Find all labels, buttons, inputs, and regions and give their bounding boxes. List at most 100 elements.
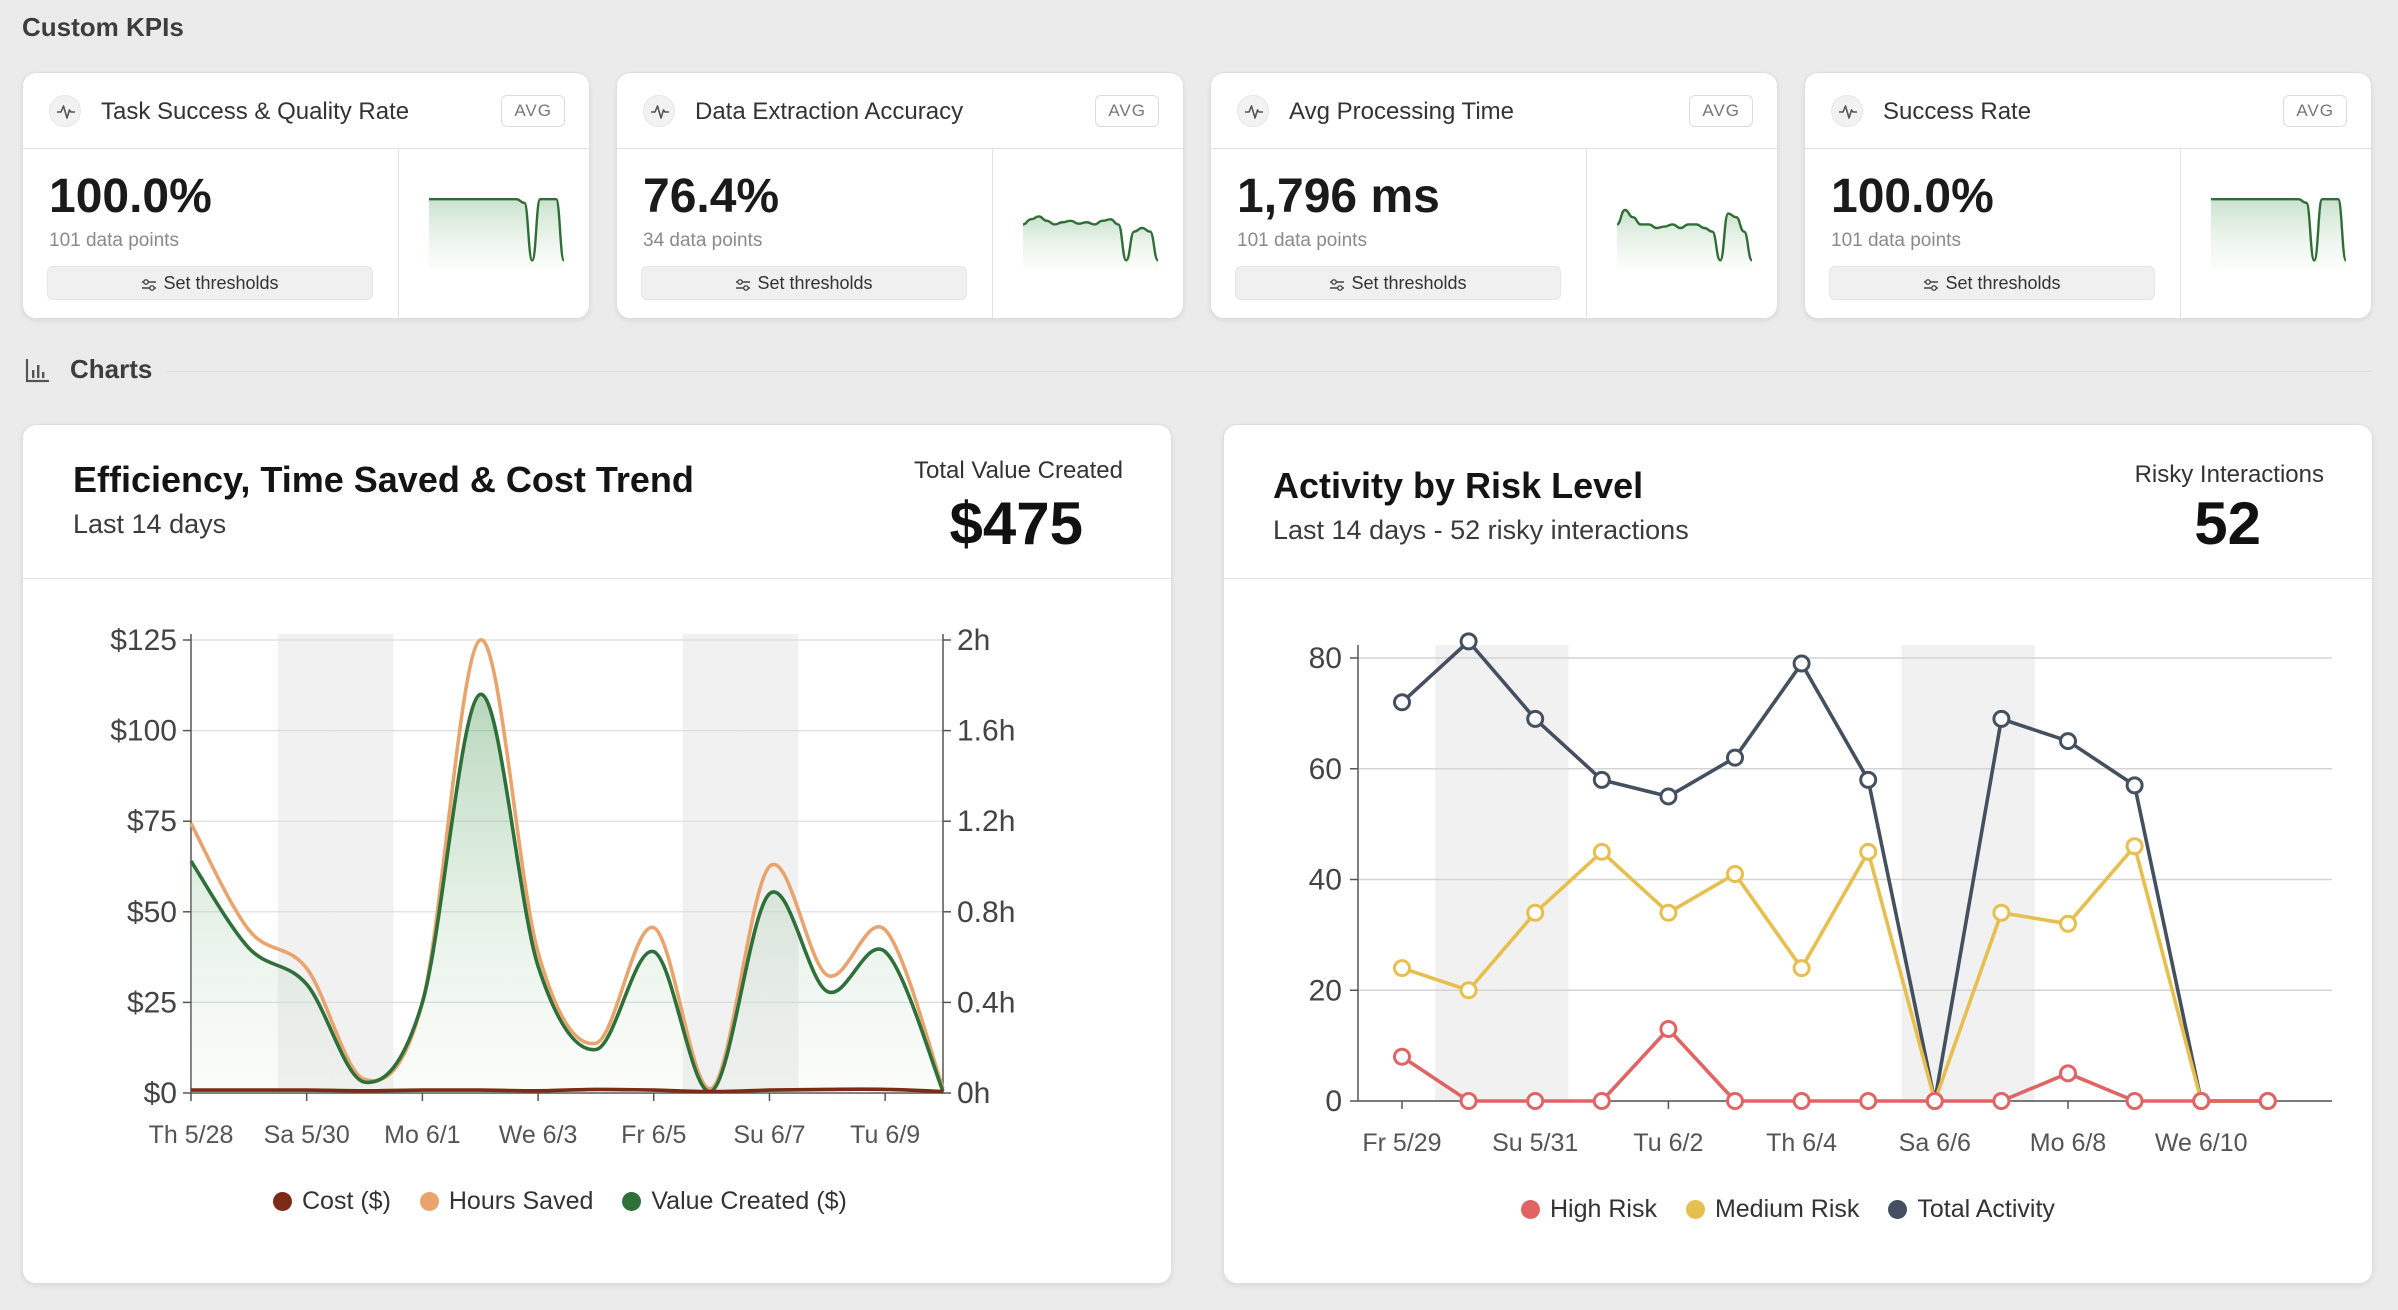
sliders-icon xyxy=(1330,279,1345,291)
kpi-card[interactable]: Avg Processing Time AVG 1,796 ms 101 dat… xyxy=(1210,72,1778,319)
kpi-value: 1,796 ms xyxy=(1237,170,1440,223)
kpi-sparkline xyxy=(429,198,565,268)
chart-subtitle: Last 14 days xyxy=(73,509,227,539)
legend-value-created[interactable]: Value Created ($) xyxy=(622,1187,847,1216)
sliders-icon xyxy=(142,279,157,291)
legend-hours-saved-label: Hours Saved xyxy=(448,1187,594,1215)
y-right-tick-label: 0h xyxy=(957,1077,990,1110)
set-thresholds-button[interactable]: Set thresholds xyxy=(1829,266,2155,300)
kpi-card[interactable]: Task Success & Quality Rate AVG 100.0% 1… xyxy=(22,72,590,319)
total-activity-point xyxy=(1992,709,2011,728)
total-activity-point xyxy=(2059,732,2077,751)
high-risk-point xyxy=(2192,1092,2211,1110)
kpi-sparkline xyxy=(1023,215,1159,268)
kpi-value: 100.0% xyxy=(1831,170,1994,223)
total-activity-point xyxy=(1393,693,1411,712)
kpi-name: Avg Processing Time xyxy=(1289,98,1514,125)
avg-badge[interactable]: AVG xyxy=(501,95,565,127)
chart-card-header: Efficiency, Time Saved & Cost Trend Last… xyxy=(23,425,1171,579)
set-thresholds-button[interactable]: Set thresholds xyxy=(47,266,373,300)
total-activity-point xyxy=(1659,787,1678,806)
chart-legend: Cost ($) Hours Saved Value Created ($) xyxy=(273,1187,869,1216)
x-tick-label: Th 6/4 xyxy=(1766,1129,1837,1157)
total-activity-line xyxy=(1400,639,2268,1103)
kpi-sparkline xyxy=(2211,198,2347,268)
sparkline-line xyxy=(2211,198,2347,262)
weekend-band xyxy=(1435,645,1502,1101)
medium-risk-point xyxy=(1859,842,1878,861)
x-tick-label: We 6/10 xyxy=(2155,1129,2248,1157)
total-value-label: Total Value Created xyxy=(913,457,1123,484)
x-tick-label: Su 6/7 xyxy=(733,1121,805,1149)
kpi-value-panel: 100.0% 101 data points Set thresholds xyxy=(1805,149,2181,318)
total-activity-point xyxy=(1726,748,1744,767)
legend-medium-risk[interactable]: Medium Risk xyxy=(1685,1195,1860,1224)
weekend-band xyxy=(335,634,394,1093)
value-created-line xyxy=(189,692,945,1094)
kpi-name: Task Success & Quality Rate xyxy=(101,98,410,125)
y-right-tick-label: 1.2h xyxy=(957,805,1015,838)
set-thresholds-button[interactable]: Set thresholds xyxy=(1235,266,1561,300)
high-risk-swatch xyxy=(1521,1200,1540,1219)
x-tick-label: Sa 5/30 xyxy=(264,1121,350,1149)
y-left-tick-label: $75 xyxy=(127,805,177,838)
kpi-data-points: 101 data points xyxy=(49,230,179,251)
kpi-data-points: 101 data points xyxy=(1831,230,1961,251)
kpi-card[interactable]: Data Extraction Accuracy AVG 76.4% 34 da… xyxy=(616,72,1184,319)
bar-chart-icon xyxy=(25,359,49,383)
y-right-tick-label: 0.4h xyxy=(957,986,1015,1019)
hours-saved-swatch xyxy=(419,1192,439,1211)
legend-cost[interactable]: Cost ($) xyxy=(273,1187,391,1216)
set-thresholds-button[interactable]: Set thresholds xyxy=(641,266,967,300)
medium-risk-point xyxy=(2059,914,2077,933)
y-left-tick-label: $25 xyxy=(127,986,177,1019)
total-value-amount: $475 xyxy=(949,490,1083,557)
total-activity-point xyxy=(1859,770,1878,789)
high-risk-line xyxy=(1401,1027,2268,1103)
y-right-tick-label: 1.6h xyxy=(957,715,1015,748)
avg-badge[interactable]: AVG xyxy=(2283,95,2347,127)
sparkline-line xyxy=(1617,208,1753,262)
x-tick-label: Tu 6/9 xyxy=(850,1121,920,1149)
efficiency-chart-card: Efficiency, Time Saved & Cost Trend Last… xyxy=(22,424,1172,1284)
legend-high-risk[interactable]: High Risk xyxy=(1521,1195,1657,1224)
x-tick-label: Mo 6/8 xyxy=(2030,1129,2106,1157)
high-risk-point xyxy=(2059,1064,2077,1083)
x-tick-label: Mo 6/1 xyxy=(384,1121,460,1149)
sparkline-line xyxy=(1023,215,1159,262)
high-risk-point xyxy=(1992,1092,2011,1110)
x-tick-label: Fr 6/5 xyxy=(621,1121,686,1149)
x-tick-label: Su 5/31 xyxy=(1492,1129,1578,1157)
high-risk-point xyxy=(1925,1092,1944,1110)
medium-risk-line xyxy=(1401,844,2268,1103)
sparkline-area xyxy=(2211,199,2346,268)
high-risk-point xyxy=(1659,1020,1678,1039)
legend-total-activity[interactable]: Total Activity xyxy=(1888,1195,2055,1224)
legend-hours-saved[interactable]: Hours Saved xyxy=(419,1187,594,1216)
medium-risk-point xyxy=(1659,903,1678,922)
x-tick-label: Fr 5/29 xyxy=(1362,1129,1441,1157)
kpi-data-points: 34 data points xyxy=(643,230,763,251)
total-activity-point xyxy=(1526,709,1545,728)
high-risk-point xyxy=(1459,1092,1478,1110)
y-left-tick-label: $100 xyxy=(110,715,177,748)
high-risk-point xyxy=(2125,1092,2144,1110)
kpi-card-header: Data Extraction Accuracy AVG xyxy=(617,73,1183,149)
weekend-band xyxy=(1901,645,1969,1101)
value-created-area xyxy=(191,694,943,1093)
y-tick-label: 0 xyxy=(1325,1085,1342,1118)
avg-badge[interactable]: AVG xyxy=(1095,95,1159,127)
sparkline-area xyxy=(1023,216,1158,268)
medium-risk-point xyxy=(1592,842,1611,861)
risky-interactions-label: Risky Interactions xyxy=(2134,461,2324,488)
y-tick-label: 80 xyxy=(1309,642,1342,675)
kpi-card[interactable]: Success Rate AVG 100.0% 101 data points … xyxy=(1804,72,2372,319)
risk-line-chart: 0 20 40 60 80 Fr 5/29 Su 5/31 Tu 6/2 Th 6/4 Sa 6/… xyxy=(1309,632,2332,1157)
set-thresholds-label: Set thresholds xyxy=(1945,273,2061,293)
medium-risk-point xyxy=(1992,903,2011,922)
cost-line xyxy=(191,1087,944,1094)
y-left-tick-label: $50 xyxy=(127,896,177,929)
kpi-card-header: Avg Processing Time AVG xyxy=(1211,73,1777,149)
legend-medium-risk-label: Medium Risk xyxy=(1714,1195,1860,1223)
avg-badge[interactable]: AVG xyxy=(1689,95,1753,127)
